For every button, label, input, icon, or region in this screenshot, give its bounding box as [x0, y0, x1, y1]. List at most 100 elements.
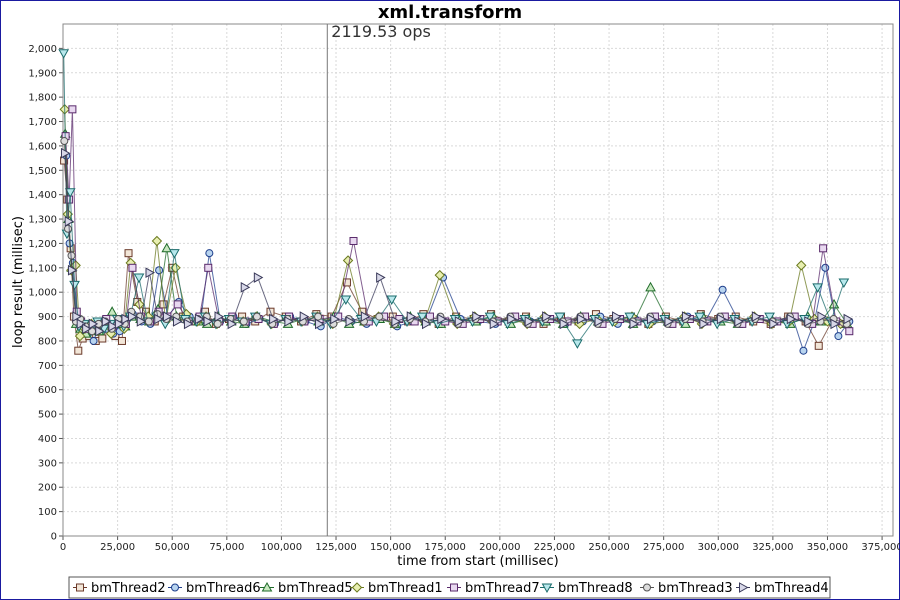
data-point — [843, 313, 854, 325]
legend-label: bmThread5 — [278, 581, 353, 596]
data-point — [554, 312, 566, 323]
data-point — [434, 269, 445, 281]
data-point — [67, 264, 78, 276]
data-point — [594, 316, 605, 327]
data-point — [299, 311, 310, 322]
data-point — [173, 300, 182, 309]
y-tick-label: 1,300 — [28, 215, 57, 226]
data-point — [349, 236, 358, 245]
data-point — [629, 318, 640, 330]
x-tick-label: 250,000 — [588, 542, 629, 553]
data-point — [769, 318, 779, 330]
data-point — [340, 295, 352, 306]
data-point — [227, 318, 238, 330]
data-point — [422, 318, 432, 330]
data-point — [203, 316, 214, 327]
data-point — [799, 346, 808, 355]
x-tick-label: 100,000 — [261, 542, 302, 553]
x-tick-label: 350,000 — [807, 542, 848, 553]
data-point — [88, 318, 99, 330]
y-tick-label: 1,600 — [28, 141, 57, 152]
legend-label: bmThread4 — [754, 581, 829, 596]
legend-marker — [351, 582, 363, 593]
data-point — [60, 137, 69, 146]
plot-background — [63, 24, 893, 536]
data-point — [845, 327, 854, 336]
y-tick-label: 200 — [38, 483, 57, 494]
y-tick-label: 1,400 — [28, 190, 57, 201]
x-tick-label: 200,000 — [479, 542, 520, 553]
plot-area: 0 100 200 300 400 500 600 700 800 900 1,000 1,100 1,… — [28, 22, 900, 553]
data-point — [830, 318, 840, 330]
data-point — [577, 313, 587, 325]
x-tick-label: 275,000 — [643, 542, 684, 553]
data-point — [284, 316, 294, 327]
x-tick-label: 150,000 — [370, 542, 411, 553]
y-tick-label: 1,100 — [28, 263, 57, 274]
legend-item: bmThread5 — [260, 581, 353, 596]
legend-item: bmThread6 — [168, 581, 261, 596]
legend-item: bmThread7 — [447, 581, 540, 596]
data-point — [507, 313, 517, 325]
data-point — [814, 341, 823, 350]
data-point — [612, 311, 622, 322]
data-point — [484, 312, 496, 323]
data-point — [169, 249, 180, 259]
plot-border — [62, 23, 894, 537]
data-point — [121, 313, 131, 325]
data-point — [681, 311, 692, 322]
data-point — [74, 346, 83, 355]
data-point — [386, 295, 398, 306]
data-point — [64, 224, 73, 233]
data-point — [489, 318, 500, 330]
y-tick-label: 900 — [38, 312, 57, 323]
data-point — [454, 316, 465, 327]
data-point — [68, 105, 77, 114]
data-point — [95, 325, 105, 337]
data-point — [786, 313, 797, 325]
data-point — [834, 332, 843, 341]
data-point — [664, 316, 674, 327]
data-point — [751, 311, 762, 322]
data-point — [82, 323, 92, 335]
data-point — [838, 278, 850, 288]
x-tick-label: 225,000 — [534, 542, 575, 553]
y-tick-label: 1,900 — [28, 68, 57, 79]
y-tick-label: 1,000 — [28, 288, 57, 299]
data-point — [252, 312, 261, 321]
y-axis-label: loop result (millisec) — [11, 216, 26, 348]
data-point — [117, 336, 126, 345]
data-point — [345, 316, 356, 327]
data-point — [89, 336, 98, 345]
data-point — [716, 313, 727, 325]
data-point — [542, 311, 552, 322]
legend-label: bmThread3 — [658, 581, 733, 596]
legend: bmThread2 bmThread6 bmThread5 bmThread1 bmTh… — [68, 576, 831, 599]
data-point — [98, 334, 107, 343]
data-point — [391, 316, 401, 327]
x-tick-label: 25,000 — [100, 542, 135, 553]
x-tick-label: 0 — [60, 542, 66, 553]
data-point — [817, 311, 827, 322]
data-point — [646, 313, 657, 325]
data-point — [804, 316, 814, 327]
data-point — [145, 267, 156, 279]
data-point — [108, 320, 118, 332]
legend-marker — [450, 583, 458, 592]
data-point — [183, 318, 194, 330]
data-point — [269, 313, 279, 325]
legend-marker — [739, 582, 749, 593]
data-point — [76, 318, 87, 330]
legend-label: bmThread7 — [465, 581, 540, 596]
x-tick-label: 300,000 — [698, 542, 739, 553]
legend-marker — [541, 583, 553, 594]
data-point — [60, 147, 71, 159]
data-point — [239, 317, 248, 326]
y-tick-label: 0 — [51, 532, 57, 543]
y-tick-label: 400 — [38, 434, 57, 445]
data-point — [205, 249, 214, 258]
x-tick-label: 325,000 — [752, 542, 793, 553]
data-point — [821, 263, 830, 272]
chart-title: xml.transform — [378, 2, 522, 23]
data-point — [812, 283, 823, 293]
